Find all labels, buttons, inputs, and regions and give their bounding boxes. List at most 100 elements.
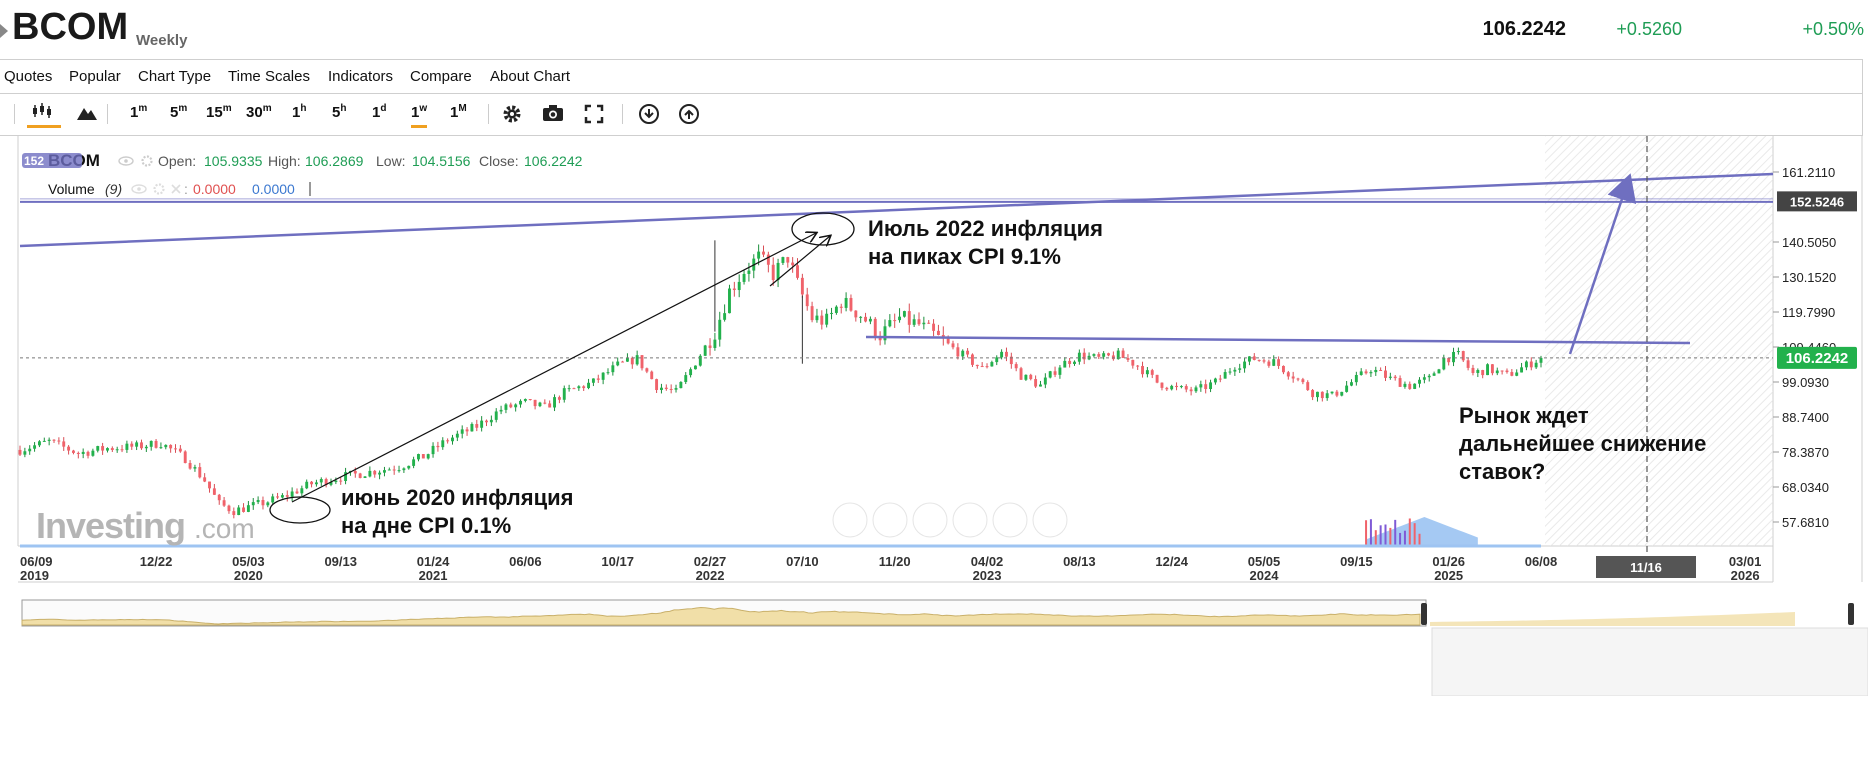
menu-indicators[interactable]: Indicators (328, 68, 394, 85)
candle (446, 438, 450, 444)
candle-body (1418, 379, 1421, 384)
candle-body (1330, 391, 1334, 394)
menu-about-chart[interactable]: About Chart (490, 68, 571, 85)
candle-body (91, 450, 95, 456)
candle-body (421, 454, 425, 459)
candle-body (57, 440, 61, 442)
navigator-handle-right[interactable] (1421, 603, 1427, 625)
candle-body (990, 362, 994, 367)
candle-body (927, 322, 931, 324)
candle (596, 374, 600, 383)
candle (1354, 371, 1358, 386)
candle (650, 370, 654, 380)
candle-body (344, 472, 348, 481)
candle (810, 301, 814, 323)
candle-body (1145, 370, 1149, 375)
eye-icon[interactable] (131, 184, 147, 194)
candle (344, 467, 348, 485)
candle (927, 320, 931, 324)
candle-body (825, 313, 829, 325)
volume-param: (9) (105, 181, 122, 197)
candle (548, 400, 552, 408)
navigator-handle-end[interactable] (1848, 603, 1854, 625)
timeframe-1w[interactable]: 1w (411, 103, 428, 128)
menu-compare[interactable]: Compare (410, 68, 472, 85)
menu-quotes[interactable]: Quotes (4, 68, 53, 85)
price-chart[interactable]: 161.2110 152.5246 140.5050 130.1520 119.7990… (0, 136, 1868, 697)
candle (1126, 354, 1130, 363)
candle-body (1073, 361, 1076, 364)
menu-chart-type[interactable]: Chart Type (138, 68, 212, 85)
candle (1005, 347, 1008, 362)
candle (630, 356, 634, 369)
candle (470, 422, 474, 432)
chart-area[interactable]: 161.2110 152.5246 140.5050 130.1520 119.7990… (0, 136, 1868, 697)
candle (159, 442, 163, 449)
candle (1403, 381, 1407, 389)
menu-time-scales[interactable]: Time Scales (228, 68, 310, 85)
chart-nav-controls[interactable] (832, 502, 1068, 538)
candle (893, 313, 897, 328)
gear-small-icon[interactable] (141, 155, 153, 167)
timeframe-unit: h (340, 103, 347, 114)
candle-body (149, 440, 153, 447)
target-price-label-bg (1777, 191, 1857, 212)
candle (854, 310, 858, 322)
timeframe-5m[interactable]: 5m (170, 103, 187, 121)
candle (1179, 385, 1183, 389)
candle-body (295, 491, 299, 494)
candle (694, 365, 697, 370)
candle (898, 308, 902, 323)
x-tick-label: 05/03 (232, 554, 265, 569)
fullscreen-icon[interactable] (584, 104, 604, 128)
upload-icon[interactable] (678, 104, 700, 128)
toolbar-separator (14, 104, 15, 124)
timeframe-5h[interactable]: 5h (332, 103, 346, 121)
candle (737, 274, 741, 298)
candle (509, 402, 513, 409)
candle-body (1461, 351, 1465, 361)
candle (37, 440, 41, 448)
candle-body (674, 388, 678, 390)
y-tick-label: 68.0340 (1782, 480, 1829, 495)
candle (373, 469, 377, 478)
candle-body (47, 439, 51, 441)
close-icon[interactable] (171, 184, 181, 194)
timeframe-1d[interactable]: 1d (372, 103, 386, 121)
timeframe-15m[interactable]: 15m (206, 103, 232, 121)
y-tick-label: 161.2110 (1782, 165, 1835, 180)
menu-popular[interactable]: Popular (69, 68, 121, 85)
gear-small-icon[interactable] (153, 183, 165, 195)
candle (1247, 356, 1251, 366)
candle-body (1184, 386, 1188, 390)
timeframe-30m[interactable]: 30m (246, 103, 272, 121)
candle-body (1524, 361, 1528, 368)
candle-body (1014, 364, 1018, 369)
mountain-icon[interactable] (76, 105, 98, 125)
collapse-arrow-icon[interactable] (0, 24, 8, 38)
timeframe-1m[interactable]: 1m (130, 103, 147, 121)
download-icon[interactable] (638, 104, 660, 128)
candle (426, 453, 430, 460)
candle-body (922, 322, 926, 325)
candle (91, 448, 95, 457)
camera-icon[interactable] (542, 104, 564, 126)
candles-icon[interactable] (27, 101, 61, 128)
peak-marker-ellipse (791, 212, 855, 246)
candle (144, 444, 148, 452)
timeframe-1h[interactable]: 1h (292, 103, 306, 121)
eye-icon[interactable] (118, 156, 134, 166)
candle (1520, 362, 1524, 373)
volume-label: Volume (48, 181, 95, 197)
candle (1014, 362, 1018, 372)
candle-body (830, 312, 833, 314)
candle-body (208, 481, 211, 489)
candle (504, 403, 508, 414)
price-axis[interactable]: 161.2110 152.5246 140.5050 130.1520 119.7990… (1773, 165, 1857, 530)
gear-icon[interactable] (502, 104, 522, 128)
candle (1437, 368, 1441, 374)
candle-body (23, 451, 27, 455)
candle-body (174, 448, 177, 450)
timeframe-1M[interactable]: 1M (450, 103, 467, 121)
